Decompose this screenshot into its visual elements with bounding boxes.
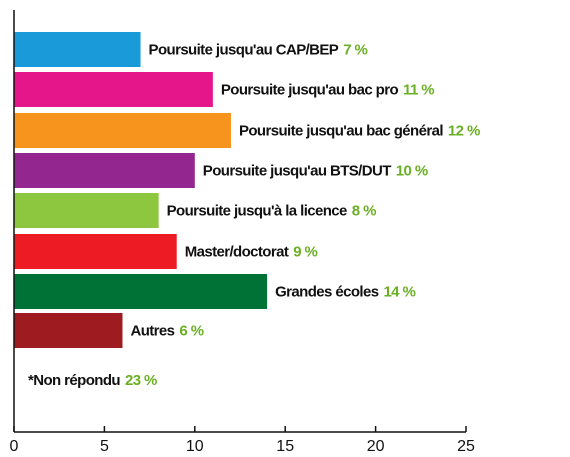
value-label: 14 %	[383, 283, 415, 300]
category-label: Poursuite jusqu'au bac général	[239, 122, 443, 139]
value-label: 7 %	[343, 41, 367, 58]
value-label: 12 %	[448, 122, 480, 139]
bar	[14, 193, 159, 228]
bar	[14, 234, 177, 269]
category-label: Poursuite jusqu'à la licence	[167, 202, 347, 219]
category-label: Poursuite jusqu'au BTS/DUT	[203, 162, 391, 179]
x-tick-label: 25	[457, 438, 475, 455]
bar-label: Poursuite jusqu'au BTS/DUT 10 %	[203, 162, 428, 179]
note-value: 23 %	[125, 372, 157, 389]
x-tick-label: 0	[10, 438, 19, 455]
bar-label: Poursuite jusqu'au bac pro 11 %	[221, 81, 434, 98]
value-label: 9 %	[293, 243, 317, 260]
value-label: 11 %	[403, 81, 434, 98]
note-label: *Non répondu	[28, 372, 120, 389]
bar	[14, 313, 123, 348]
category-label: Autres	[130, 322, 174, 339]
value-label: 6 %	[179, 322, 203, 339]
bar	[14, 113, 231, 148]
bar	[14, 274, 268, 309]
bar-label: Poursuite jusqu'à la licence 8 %	[167, 202, 376, 219]
bar-label: Autres 6 %	[130, 322, 203, 339]
x-tick-label: 10	[186, 438, 204, 455]
category-label: Grandes écoles	[275, 283, 379, 300]
value-label: 10 %	[396, 162, 428, 179]
value-label: 8 %	[352, 202, 376, 219]
note: *Non répondu 23 %	[28, 372, 157, 389]
bar	[14, 32, 141, 67]
category-label: Poursuite jusqu'au CAP/BEP	[149, 41, 339, 58]
bar-label: Poursuite jusqu'au CAP/BEP 7 %	[149, 41, 368, 58]
bar	[14, 72, 213, 107]
bar-label: Grandes écoles 14 %	[275, 283, 415, 300]
category-label: Master/doctorat	[185, 243, 289, 260]
x-tick-label: 15	[276, 438, 294, 455]
x-tick-label: 20	[367, 438, 385, 455]
bar-label: Poursuite jusqu'au bac général 12 %	[239, 122, 480, 139]
bar-label: Master/doctorat 9 %	[185, 243, 318, 260]
x-tick-label: 5	[100, 438, 109, 455]
category-label: Poursuite jusqu'au bac pro	[221, 81, 399, 98]
bar	[14, 153, 195, 188]
